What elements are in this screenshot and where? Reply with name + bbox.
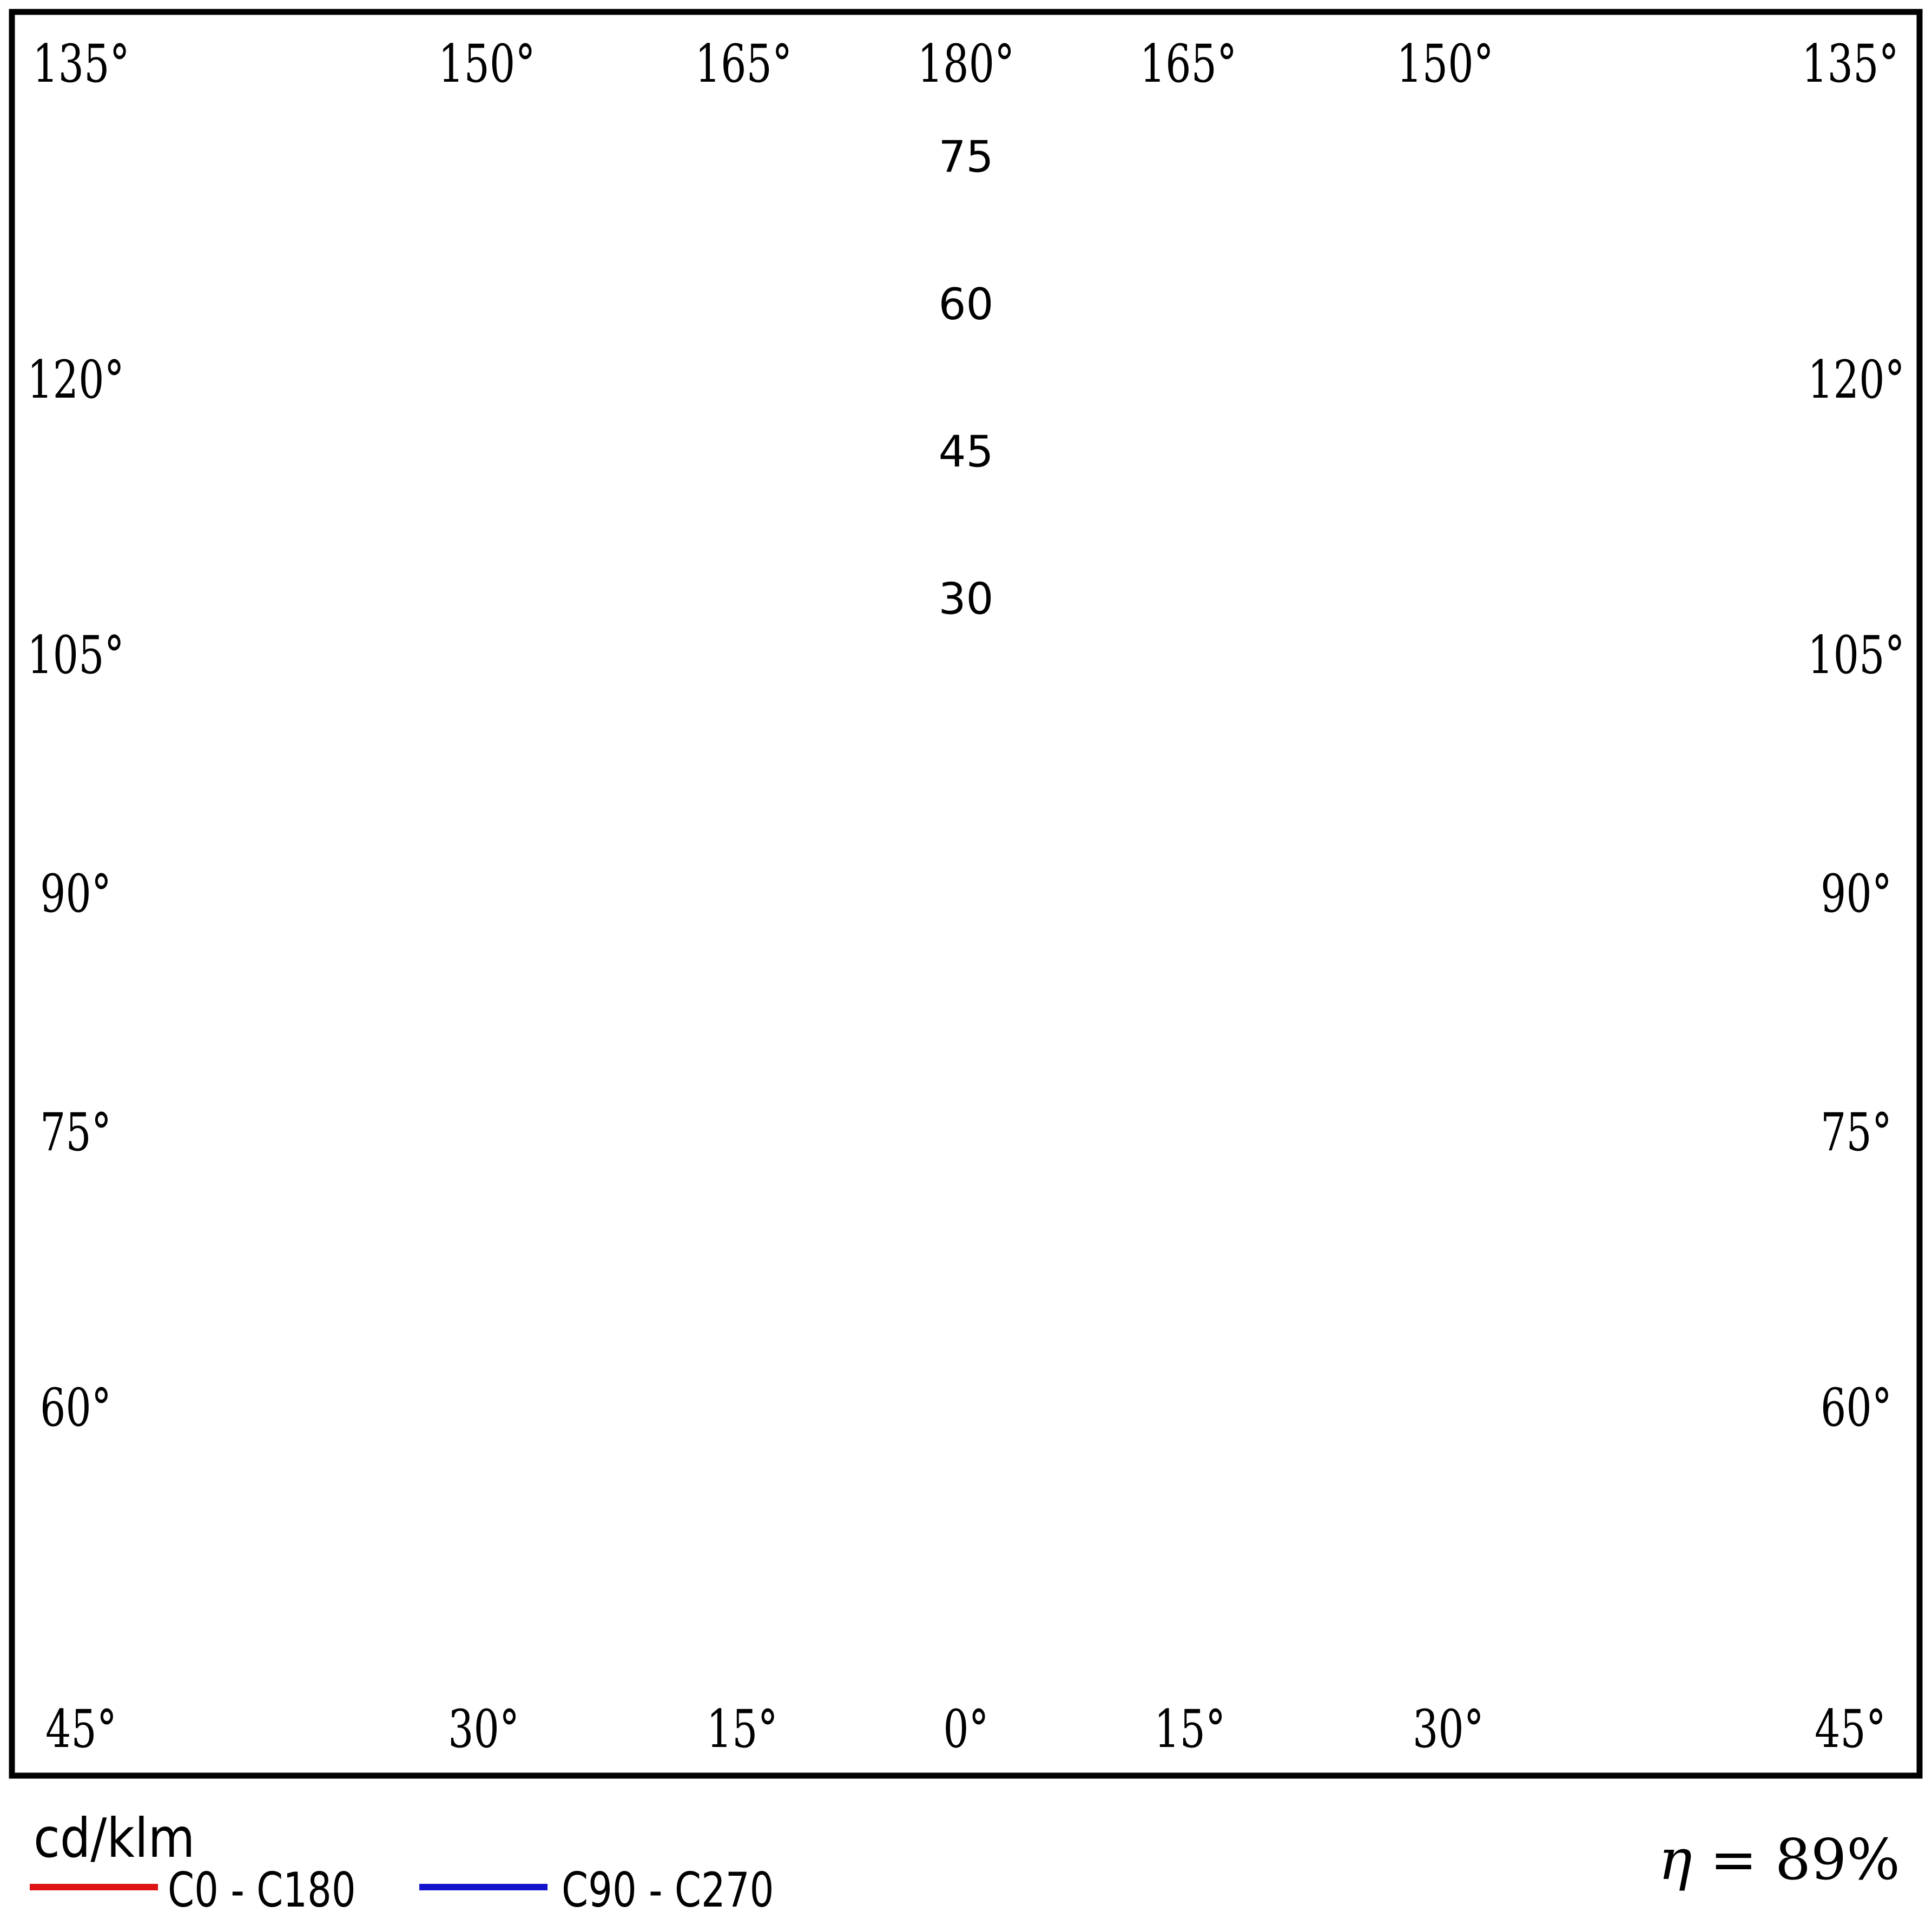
legend-swatch-c0-c180 bbox=[30, 1884, 158, 1890]
efficiency-label: η = 89% bbox=[1658, 1831, 1900, 1888]
radial-tick-label-45: 45 bbox=[939, 426, 994, 477]
angle-label-30-left: 30° bbox=[448, 1699, 519, 1759]
angle-label-60-right: 60° bbox=[1821, 1377, 1892, 1438]
angle-label-45-left: 45° bbox=[45, 1699, 117, 1759]
label-bg bbox=[1803, 1697, 1898, 1761]
angle-label-0-right: 0° bbox=[943, 1699, 988, 1759]
angle-label-30-right: 30° bbox=[1413, 1699, 1484, 1759]
label-bg bbox=[905, 32, 1027, 96]
angle-label-105-right: 105° bbox=[1808, 625, 1905, 685]
label-bg bbox=[426, 32, 548, 96]
legend-label-c0-c180: C0 - C180 bbox=[168, 1862, 356, 1918]
label-bg bbox=[926, 567, 1006, 631]
label-bg bbox=[21, 32, 142, 96]
label-bg bbox=[15, 623, 136, 688]
label-bg bbox=[1796, 347, 1917, 412]
label-bg bbox=[1790, 32, 1911, 96]
label-bg bbox=[1796, 623, 1917, 688]
angle-label-90-left: 90° bbox=[40, 863, 111, 924]
eta-symbol: η bbox=[1658, 1827, 1692, 1893]
angle-label-150-right: 150° bbox=[1396, 34, 1494, 94]
label-bg bbox=[28, 1376, 123, 1440]
eta-value: = 89% bbox=[1692, 1827, 1900, 1893]
angle-label-90-right: 90° bbox=[1821, 863, 1892, 924]
label-bg bbox=[694, 1697, 790, 1761]
angle-label-165-left: 165° bbox=[695, 34, 793, 94]
label-bg bbox=[1809, 1376, 1904, 1440]
angle-label-75-right: 75° bbox=[1821, 1102, 1892, 1163]
axis-labels: 0° 15° 15° 30° 30° 45° 45° 60° 60° 75° 75° 90° 90° 10… bbox=[15, 32, 1917, 1761]
angle-label-180-right: 180° bbox=[918, 34, 1015, 94]
label-bg bbox=[926, 272, 1006, 337]
radial-tick-label-60: 60 bbox=[939, 279, 994, 329]
label-bg bbox=[436, 1697, 532, 1761]
radial-tick-label-30: 30 bbox=[939, 574, 994, 624]
label-bg bbox=[1142, 1697, 1238, 1761]
angle-label-120-right: 120° bbox=[1808, 350, 1905, 410]
legend-swatch-c90-c270 bbox=[419, 1884, 548, 1890]
legend-label-c90-c270: C90 - C270 bbox=[562, 1862, 774, 1918]
label-bg bbox=[34, 1697, 129, 1761]
label-bg bbox=[1127, 32, 1249, 96]
angle-label-135-left: 135° bbox=[32, 34, 130, 94]
label-bg bbox=[1384, 32, 1506, 96]
label-bg bbox=[1809, 862, 1904, 926]
angle-label-120-left: 120° bbox=[27, 350, 124, 410]
angle-label-150-left: 150° bbox=[438, 34, 536, 94]
label-bg bbox=[15, 347, 136, 412]
label-bg bbox=[931, 1697, 1001, 1761]
label-bg bbox=[28, 1100, 123, 1164]
plot-border bbox=[9, 9, 1923, 1779]
angle-label-45-right: 45° bbox=[1815, 1699, 1886, 1759]
label-bg bbox=[1809, 1100, 1904, 1164]
radial-tick-label-75: 75 bbox=[939, 132, 994, 182]
units-label: cd/klm bbox=[34, 1806, 195, 1870]
angle-label-105-left: 105° bbox=[27, 625, 124, 685]
label-bg bbox=[28, 862, 123, 926]
label-bg bbox=[1400, 1697, 1496, 1761]
angle-label-165-right: 165° bbox=[1140, 34, 1237, 94]
angle-label-60-left: 60° bbox=[40, 1377, 111, 1438]
angle-label-135-right: 135° bbox=[1802, 34, 1899, 94]
label-bg bbox=[926, 419, 1006, 484]
angle-label-15-left: 15° bbox=[707, 1699, 778, 1759]
label-bg bbox=[926, 125, 1006, 189]
angle-label-15-right: 15° bbox=[1154, 1699, 1225, 1759]
angle-label-75-left: 75° bbox=[40, 1102, 111, 1163]
label-bg bbox=[683, 32, 805, 96]
